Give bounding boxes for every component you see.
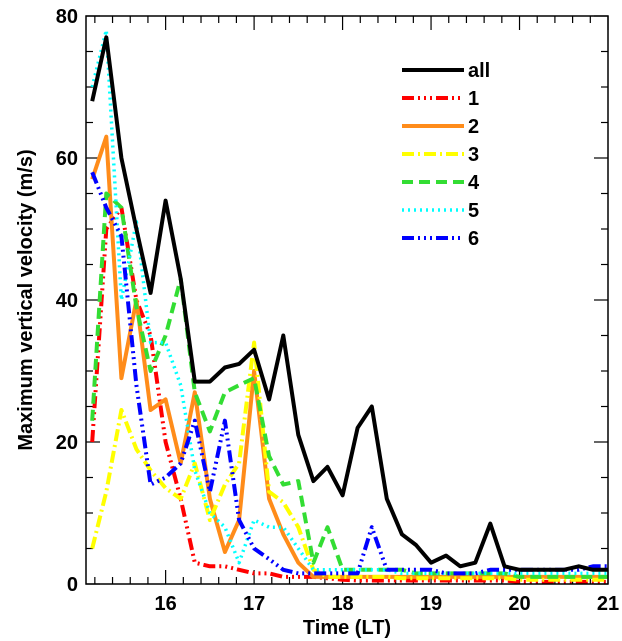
series-line-1: [92, 208, 608, 582]
y-tick-label: 0: [67, 574, 78, 596]
y-axis-title: Maximum vertical velocity (m/s): [15, 149, 37, 450]
x-tick-label: 16: [155, 593, 177, 615]
y-tick-label: 40: [56, 290, 78, 312]
series-lines: [92, 30, 608, 582]
plot-frame: [86, 16, 608, 584]
series-line-4: [92, 194, 608, 577]
y-tick-label: 60: [56, 148, 78, 170]
x-tick-label: 21: [597, 593, 619, 615]
x-tick-label: 19: [420, 593, 442, 615]
legend-label-all: all: [468, 60, 490, 82]
legend-label-3: 3: [468, 144, 479, 166]
x-tick-label: 18: [331, 593, 353, 615]
legend-label-2: 2: [468, 116, 479, 138]
x-axis-title: Time (LT): [303, 617, 391, 639]
x-tick-label: 17: [243, 593, 265, 615]
legend-label-1: 1: [468, 88, 479, 110]
legend-label-6: 6: [468, 228, 479, 250]
x-tick-label: 20: [508, 593, 530, 615]
series-line-6: [92, 172, 608, 573]
y-tick-label: 20: [56, 432, 78, 454]
legend-label-4: 4: [468, 172, 480, 194]
tick-marks: [86, 16, 608, 584]
legend: all 1 2 3 4 5 6: [402, 60, 490, 250]
y-tick-label: 80: [56, 6, 78, 28]
legend-label-5: 5: [468, 200, 479, 222]
